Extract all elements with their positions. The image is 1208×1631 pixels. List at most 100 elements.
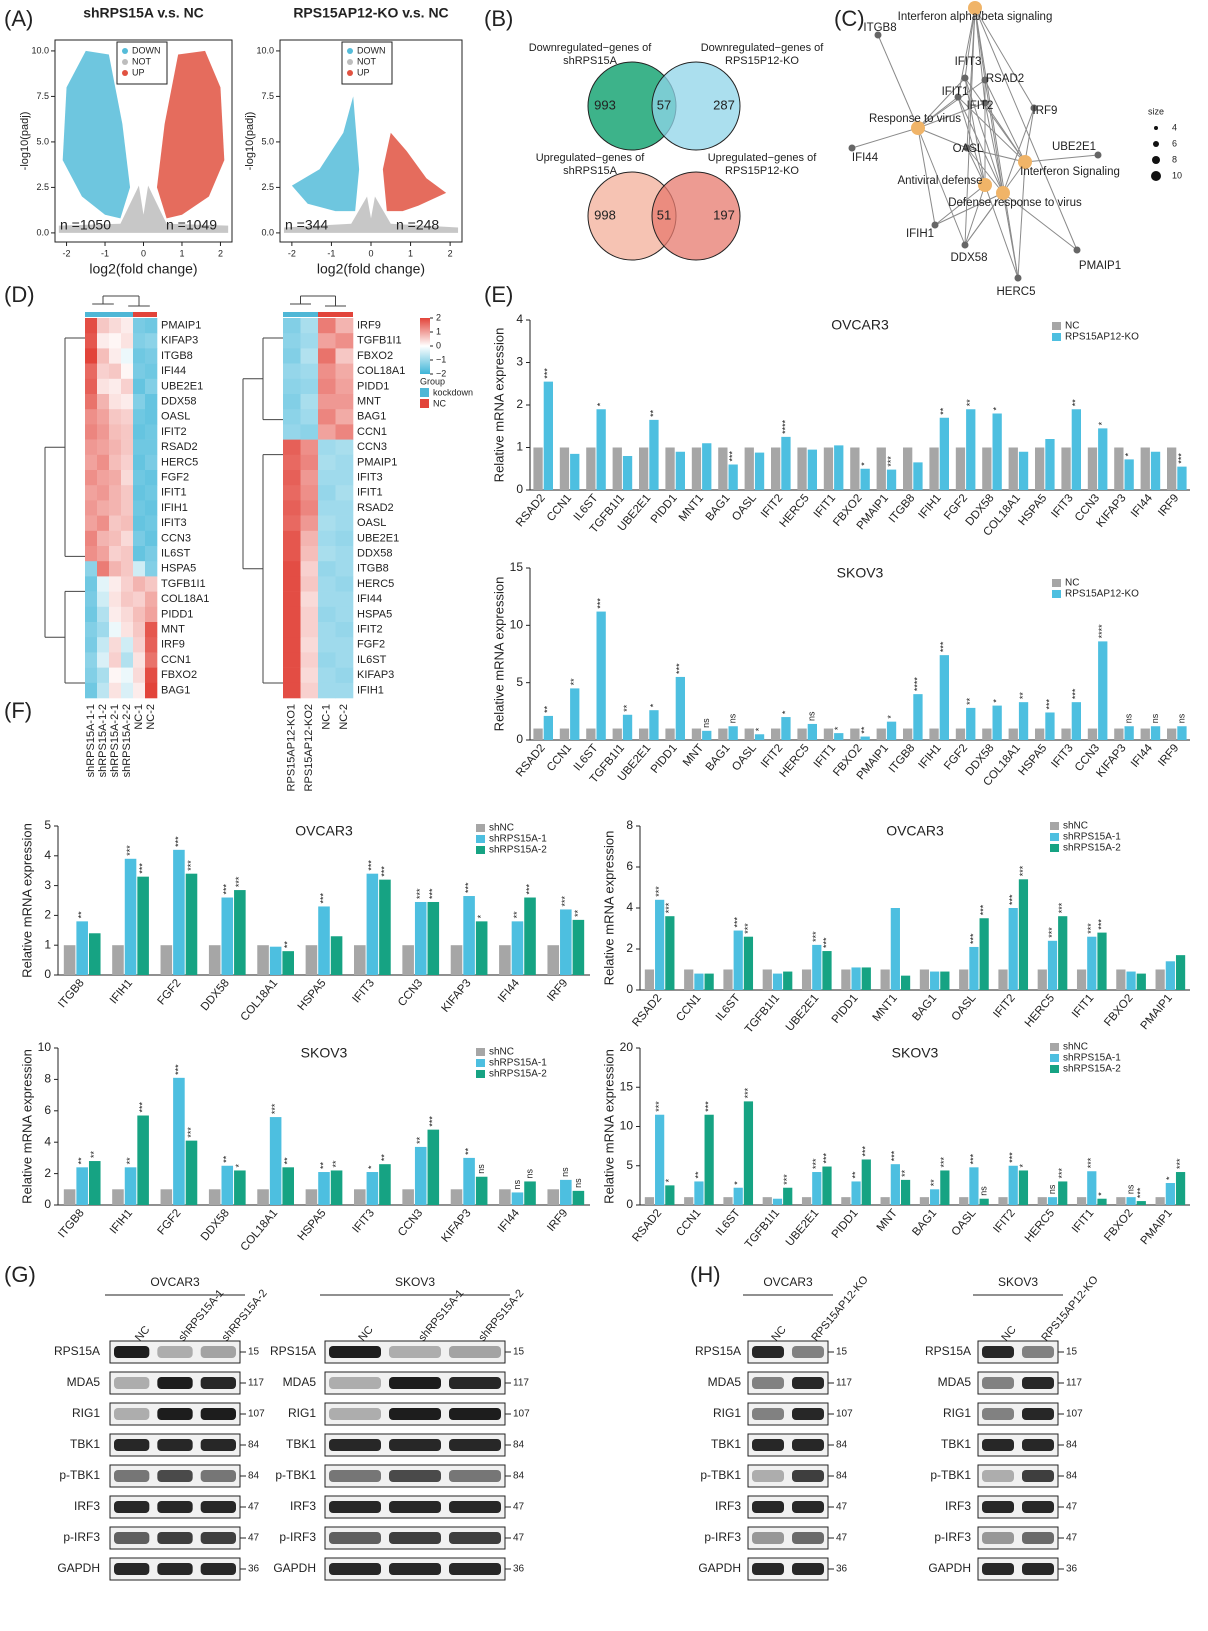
significance-label: *** bbox=[939, 1156, 949, 1167]
legend-label: shRPS15A-2 bbox=[1063, 1064, 1121, 1075]
y-tick-label: 0 bbox=[44, 967, 51, 981]
heatmap-cell bbox=[335, 652, 354, 668]
protein-label: p-IRF3 bbox=[279, 1530, 316, 1544]
significance-label: * bbox=[833, 726, 843, 730]
bar bbox=[834, 445, 844, 490]
significance-label: **** bbox=[1097, 624, 1107, 639]
chart-title: OVCAR3 bbox=[831, 317, 889, 333]
heatmap-cell bbox=[133, 318, 146, 334]
heatmap-cell bbox=[109, 318, 122, 334]
significance-label: * bbox=[860, 462, 870, 466]
gene-label: TGFB1I1 bbox=[357, 335, 402, 347]
bar bbox=[754, 452, 765, 490]
heatmap-cell bbox=[109, 409, 122, 425]
protein-label: GAPDH bbox=[928, 1561, 971, 1575]
heatmap-cell bbox=[318, 439, 336, 456]
node-label: Interferon Signaling bbox=[1020, 166, 1120, 178]
y-tick-label: 10 bbox=[510, 618, 524, 632]
bar bbox=[886, 469, 897, 490]
protein-label: TBK1 bbox=[941, 1437, 971, 1451]
heatmap-cell bbox=[121, 561, 134, 577]
heatmap-cell bbox=[85, 637, 98, 653]
column-label: shRPS15A-1-1 bbox=[85, 704, 97, 777]
significance-label: *** bbox=[743, 923, 753, 934]
heatmap-cell bbox=[133, 530, 146, 547]
heatmap-cell bbox=[97, 348, 110, 364]
bar bbox=[173, 849, 185, 975]
x-tick-label: MNT bbox=[681, 742, 706, 769]
bar bbox=[812, 1172, 822, 1205]
protein-label: GAPDH bbox=[57, 1561, 100, 1575]
legend-dot bbox=[347, 59, 353, 65]
heatmap-cell bbox=[133, 561, 146, 577]
heatmap-cell bbox=[318, 318, 336, 334]
heatmap-cell bbox=[145, 424, 158, 440]
heatmap-cell bbox=[109, 530, 122, 547]
significance-label: *** bbox=[428, 1116, 438, 1127]
heatmap-cell bbox=[121, 606, 134, 623]
band bbox=[157, 1501, 193, 1513]
heatmap-cell bbox=[283, 652, 301, 668]
bar bbox=[1177, 466, 1187, 490]
bar bbox=[427, 901, 440, 975]
bar bbox=[1037, 969, 1047, 990]
x-tick-label: UBE2E1 bbox=[784, 992, 822, 1034]
band bbox=[752, 1532, 784, 1544]
gene-label: BAG1 bbox=[357, 411, 386, 423]
significance-label: *** bbox=[704, 1101, 714, 1112]
band bbox=[792, 1346, 824, 1358]
legend-label: shNC bbox=[1063, 821, 1088, 832]
bar bbox=[318, 1172, 330, 1205]
bar bbox=[1071, 409, 1081, 490]
heatmap-cell bbox=[318, 500, 336, 516]
legend-label: shRPS15A-1 bbox=[489, 834, 547, 845]
significance-label: *** bbox=[1008, 894, 1018, 905]
bar bbox=[783, 971, 793, 990]
bar bbox=[930, 1189, 940, 1205]
gene-label: DDX58 bbox=[357, 548, 392, 560]
x-tick-label: IFIH1 bbox=[917, 492, 944, 521]
legend-label: DOWN bbox=[357, 45, 386, 55]
significance-label: * bbox=[596, 402, 606, 406]
panel-label: (B) bbox=[484, 6, 513, 31]
chart-title: SKOV3 bbox=[837, 565, 884, 581]
panel-label: (H) bbox=[690, 1262, 721, 1287]
heatmap-cell bbox=[121, 454, 134, 471]
y-tick-label: 5.0 bbox=[36, 136, 49, 146]
legend-swatch bbox=[1050, 1043, 1059, 1051]
heatmap-cell bbox=[133, 667, 146, 684]
y-tick-label: 10 bbox=[620, 1119, 634, 1133]
bar bbox=[234, 1170, 246, 1205]
x-tick-label: RSAD2 bbox=[630, 992, 664, 1029]
heatmap-cell bbox=[300, 485, 319, 501]
group-label: NC bbox=[433, 398, 446, 408]
heatmap-cell bbox=[109, 622, 122, 638]
heatmap-cell bbox=[109, 500, 122, 516]
gene-label: HERC5 bbox=[357, 578, 394, 590]
heatmap-cell bbox=[121, 409, 134, 425]
bar bbox=[76, 921, 88, 975]
bar bbox=[744, 447, 754, 490]
significance-label: *** bbox=[1018, 865, 1028, 876]
x-tick-label: IFI44 bbox=[1129, 492, 1155, 520]
band bbox=[982, 1408, 1014, 1420]
band bbox=[792, 1563, 824, 1575]
venn-count: 998 bbox=[594, 207, 616, 222]
bar bbox=[173, 1077, 185, 1205]
protein-label: IRF3 bbox=[715, 1499, 741, 1513]
heatmap-cell bbox=[145, 606, 158, 623]
kda-label: 36 bbox=[836, 1564, 848, 1575]
bar bbox=[992, 413, 1002, 490]
bar bbox=[1035, 447, 1045, 490]
heatmap-cell bbox=[121, 546, 134, 562]
bar bbox=[969, 946, 979, 990]
bar bbox=[463, 1157, 475, 1205]
n-down: n =344 bbox=[285, 217, 328, 233]
heatmap-cell bbox=[121, 515, 134, 532]
size-legend-title: size bbox=[1148, 106, 1164, 116]
legend-dot bbox=[122, 48, 128, 54]
pathway-node bbox=[968, 1, 982, 15]
bar bbox=[586, 728, 596, 740]
significance-label: *** bbox=[125, 845, 135, 856]
